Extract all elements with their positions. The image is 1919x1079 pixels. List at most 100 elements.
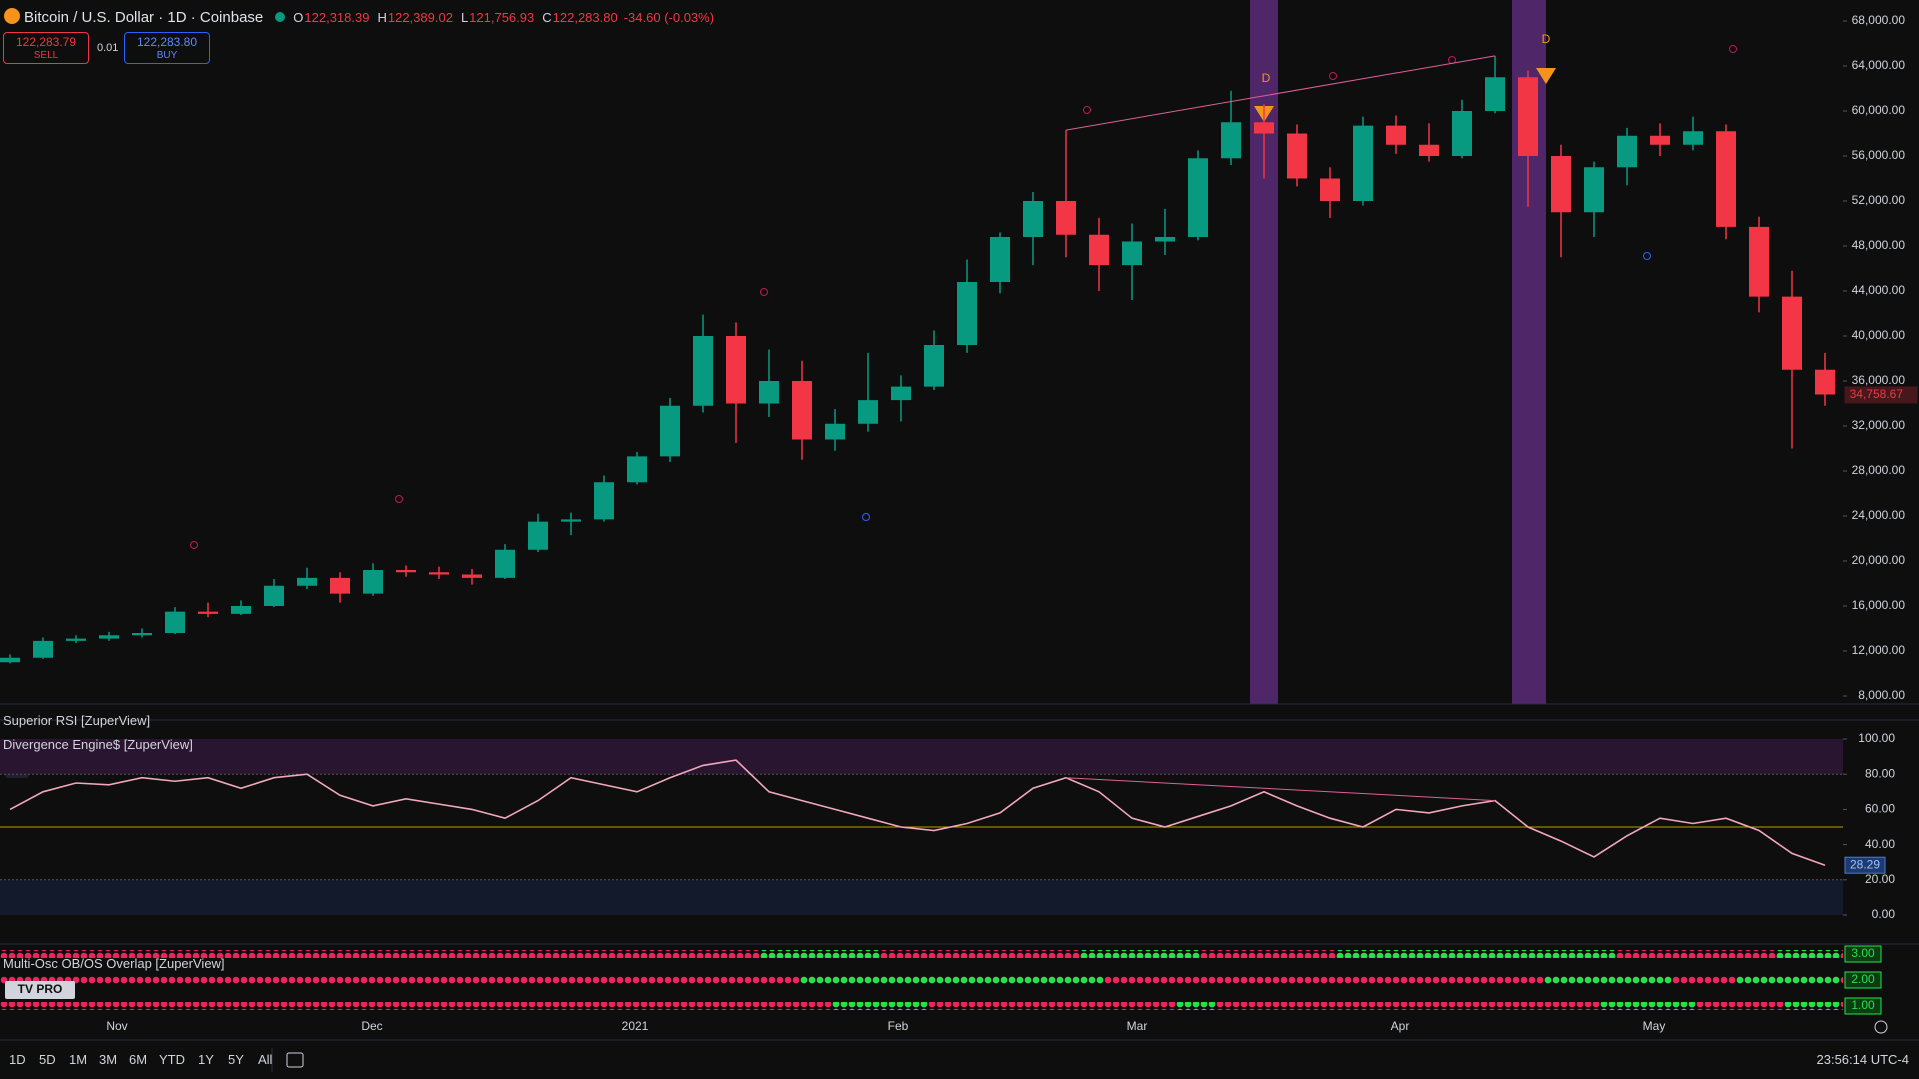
range-button[interactable]: 1D bbox=[9, 1052, 26, 1067]
osc-label: 2.00 bbox=[1851, 972, 1875, 986]
pivot-marker bbox=[1083, 106, 1091, 114]
rsi-label-box bbox=[1844, 856, 1886, 874]
candle-body bbox=[660, 405, 680, 457]
osc-label: 1.00 bbox=[1851, 998, 1875, 1012]
candle-body bbox=[1155, 237, 1175, 242]
rsi-tick-label: 40.00 bbox=[1865, 837, 1895, 851]
candle-body bbox=[1419, 144, 1439, 156]
y-tick-label: 16,000.00 bbox=[1852, 598, 1906, 612]
osc-row-segment bbox=[1080, 950, 1200, 958]
rsi-tick-label: 0.00 bbox=[1872, 907, 1896, 921]
candle-body bbox=[693, 336, 713, 406]
ohlc-key: O bbox=[293, 9, 304, 25]
range-button[interactable]: 5Y bbox=[228, 1052, 244, 1067]
candle-body bbox=[1188, 158, 1208, 237]
sell-price: 122,283.79 bbox=[15, 35, 77, 49]
candle-body bbox=[1782, 296, 1802, 370]
candle-body bbox=[66, 638, 86, 641]
indicator-title[interactable]: Multi-Osc OB/OS Overlap [ZuperView] bbox=[3, 956, 225, 971]
signal-label: D bbox=[1262, 71, 1271, 85]
symbol-header: Bitcoin / U.S. Dollar · 1D · Coinbase O 1… bbox=[0, 6, 714, 28]
candle-body bbox=[1320, 178, 1340, 201]
candle-body bbox=[462, 574, 482, 578]
range-button[interactable]: 5D bbox=[39, 1052, 56, 1067]
ohlc-key: C bbox=[542, 9, 552, 25]
price-label-box bbox=[1844, 386, 1918, 404]
osc-label-box bbox=[1844, 945, 1882, 963]
oversold-zone bbox=[0, 879, 1843, 915]
osc-row-segment bbox=[1176, 1002, 1216, 1010]
pivot-marker bbox=[1729, 45, 1737, 53]
osc-row-segment bbox=[1600, 1002, 1696, 1010]
candle-body bbox=[1254, 122, 1274, 134]
candle-body bbox=[264, 585, 284, 606]
candle-body bbox=[1551, 156, 1571, 213]
osc-label-box bbox=[1844, 997, 1882, 1015]
candle-body bbox=[891, 386, 911, 401]
candle-body bbox=[363, 570, 383, 594]
y-tick-label: 64,000.00 bbox=[1852, 58, 1906, 72]
pivot-marker bbox=[190, 541, 198, 549]
x-tick-label: Dec bbox=[361, 1019, 382, 1033]
candle-body bbox=[1452, 111, 1472, 156]
symbol-name[interactable]: Bitcoin / U.S. Dollar · 1D · Coinbase bbox=[24, 8, 264, 26]
ohlc-key: L bbox=[460, 9, 469, 25]
indicator-title[interactable]: Superior RSI [ZuperView] bbox=[3, 713, 151, 728]
osc-row-segment bbox=[1736, 976, 1840, 984]
settings-icon[interactable] bbox=[1874, 1020, 1888, 1034]
osc-row-segment bbox=[832, 1002, 928, 1010]
pivot-marker bbox=[395, 495, 403, 503]
candle-body bbox=[1122, 241, 1142, 266]
candle-body bbox=[792, 381, 812, 440]
ohlc-value: 122,389.02 bbox=[387, 9, 453, 25]
y-tick-label: 48,000.00 bbox=[1852, 238, 1906, 252]
candle-body bbox=[726, 336, 746, 404]
rsi-tick-label: 20.00 bbox=[1865, 872, 1895, 886]
range-button[interactable]: YTD bbox=[159, 1052, 185, 1067]
osc-row-segment bbox=[1784, 1002, 1840, 1010]
date-range-button[interactable] bbox=[286, 1052, 304, 1068]
candle-body bbox=[924, 345, 944, 387]
quantity[interactable]: 0.01 bbox=[97, 42, 119, 54]
candle-body bbox=[561, 519, 581, 522]
osc-row-segment bbox=[800, 976, 1104, 984]
osc-row-segment bbox=[1544, 976, 1672, 984]
pivot-marker bbox=[1329, 72, 1337, 80]
range-button[interactable]: 1Y bbox=[198, 1052, 214, 1067]
candle-body bbox=[990, 237, 1010, 282]
candle-body bbox=[1716, 131, 1736, 227]
osc-row-segment bbox=[760, 950, 880, 958]
y-tick-label: 40,000.00 bbox=[1852, 328, 1906, 342]
clock: 23:56:14 UTC-4 bbox=[1816, 1052, 1910, 1067]
candle-body bbox=[957, 282, 977, 345]
sell-label: SELL bbox=[33, 50, 59, 61]
osc-row-segment bbox=[1336, 950, 1616, 958]
candle-body bbox=[1617, 135, 1637, 168]
osc-row bbox=[0, 950, 1843, 958]
coin-icon bbox=[4, 8, 20, 24]
rsi-tick-label: 80.00 bbox=[1865, 766, 1895, 780]
y-tick-label: 60,000.00 bbox=[1852, 103, 1906, 117]
candle-body bbox=[1287, 133, 1307, 179]
osc-label-box bbox=[1844, 971, 1882, 989]
range-button[interactable]: 1M bbox=[69, 1052, 88, 1067]
sell-button[interactable]: 122,283.79 SELL bbox=[3, 32, 89, 64]
range-button[interactable]: All bbox=[258, 1052, 273, 1067]
x-tick-label: Feb bbox=[888, 1019, 909, 1033]
market-status bbox=[275, 12, 286, 22]
signal-triangle bbox=[1536, 68, 1556, 84]
candle-body bbox=[198, 611, 218, 614]
candle-body bbox=[165, 611, 185, 633]
y-tick-label: 32,000.00 bbox=[1852, 418, 1906, 432]
indicator-title[interactable]: Divergence Engine$ [ZuperView] bbox=[3, 737, 193, 752]
range-button[interactable]: 6M bbox=[129, 1052, 148, 1067]
buy-label: BUY bbox=[156, 50, 178, 61]
y-tick-label: 28,000.00 bbox=[1852, 463, 1906, 477]
buy-button[interactable]: 122,283.80 BUY bbox=[124, 32, 210, 64]
rsi-tick-label: 60.00 bbox=[1865, 802, 1895, 816]
x-tick-label: Nov bbox=[106, 1019, 127, 1033]
range-button[interactable]: 3M bbox=[99, 1052, 118, 1067]
rsi-line bbox=[9, 759, 1826, 866]
candle-body bbox=[231, 606, 251, 614]
